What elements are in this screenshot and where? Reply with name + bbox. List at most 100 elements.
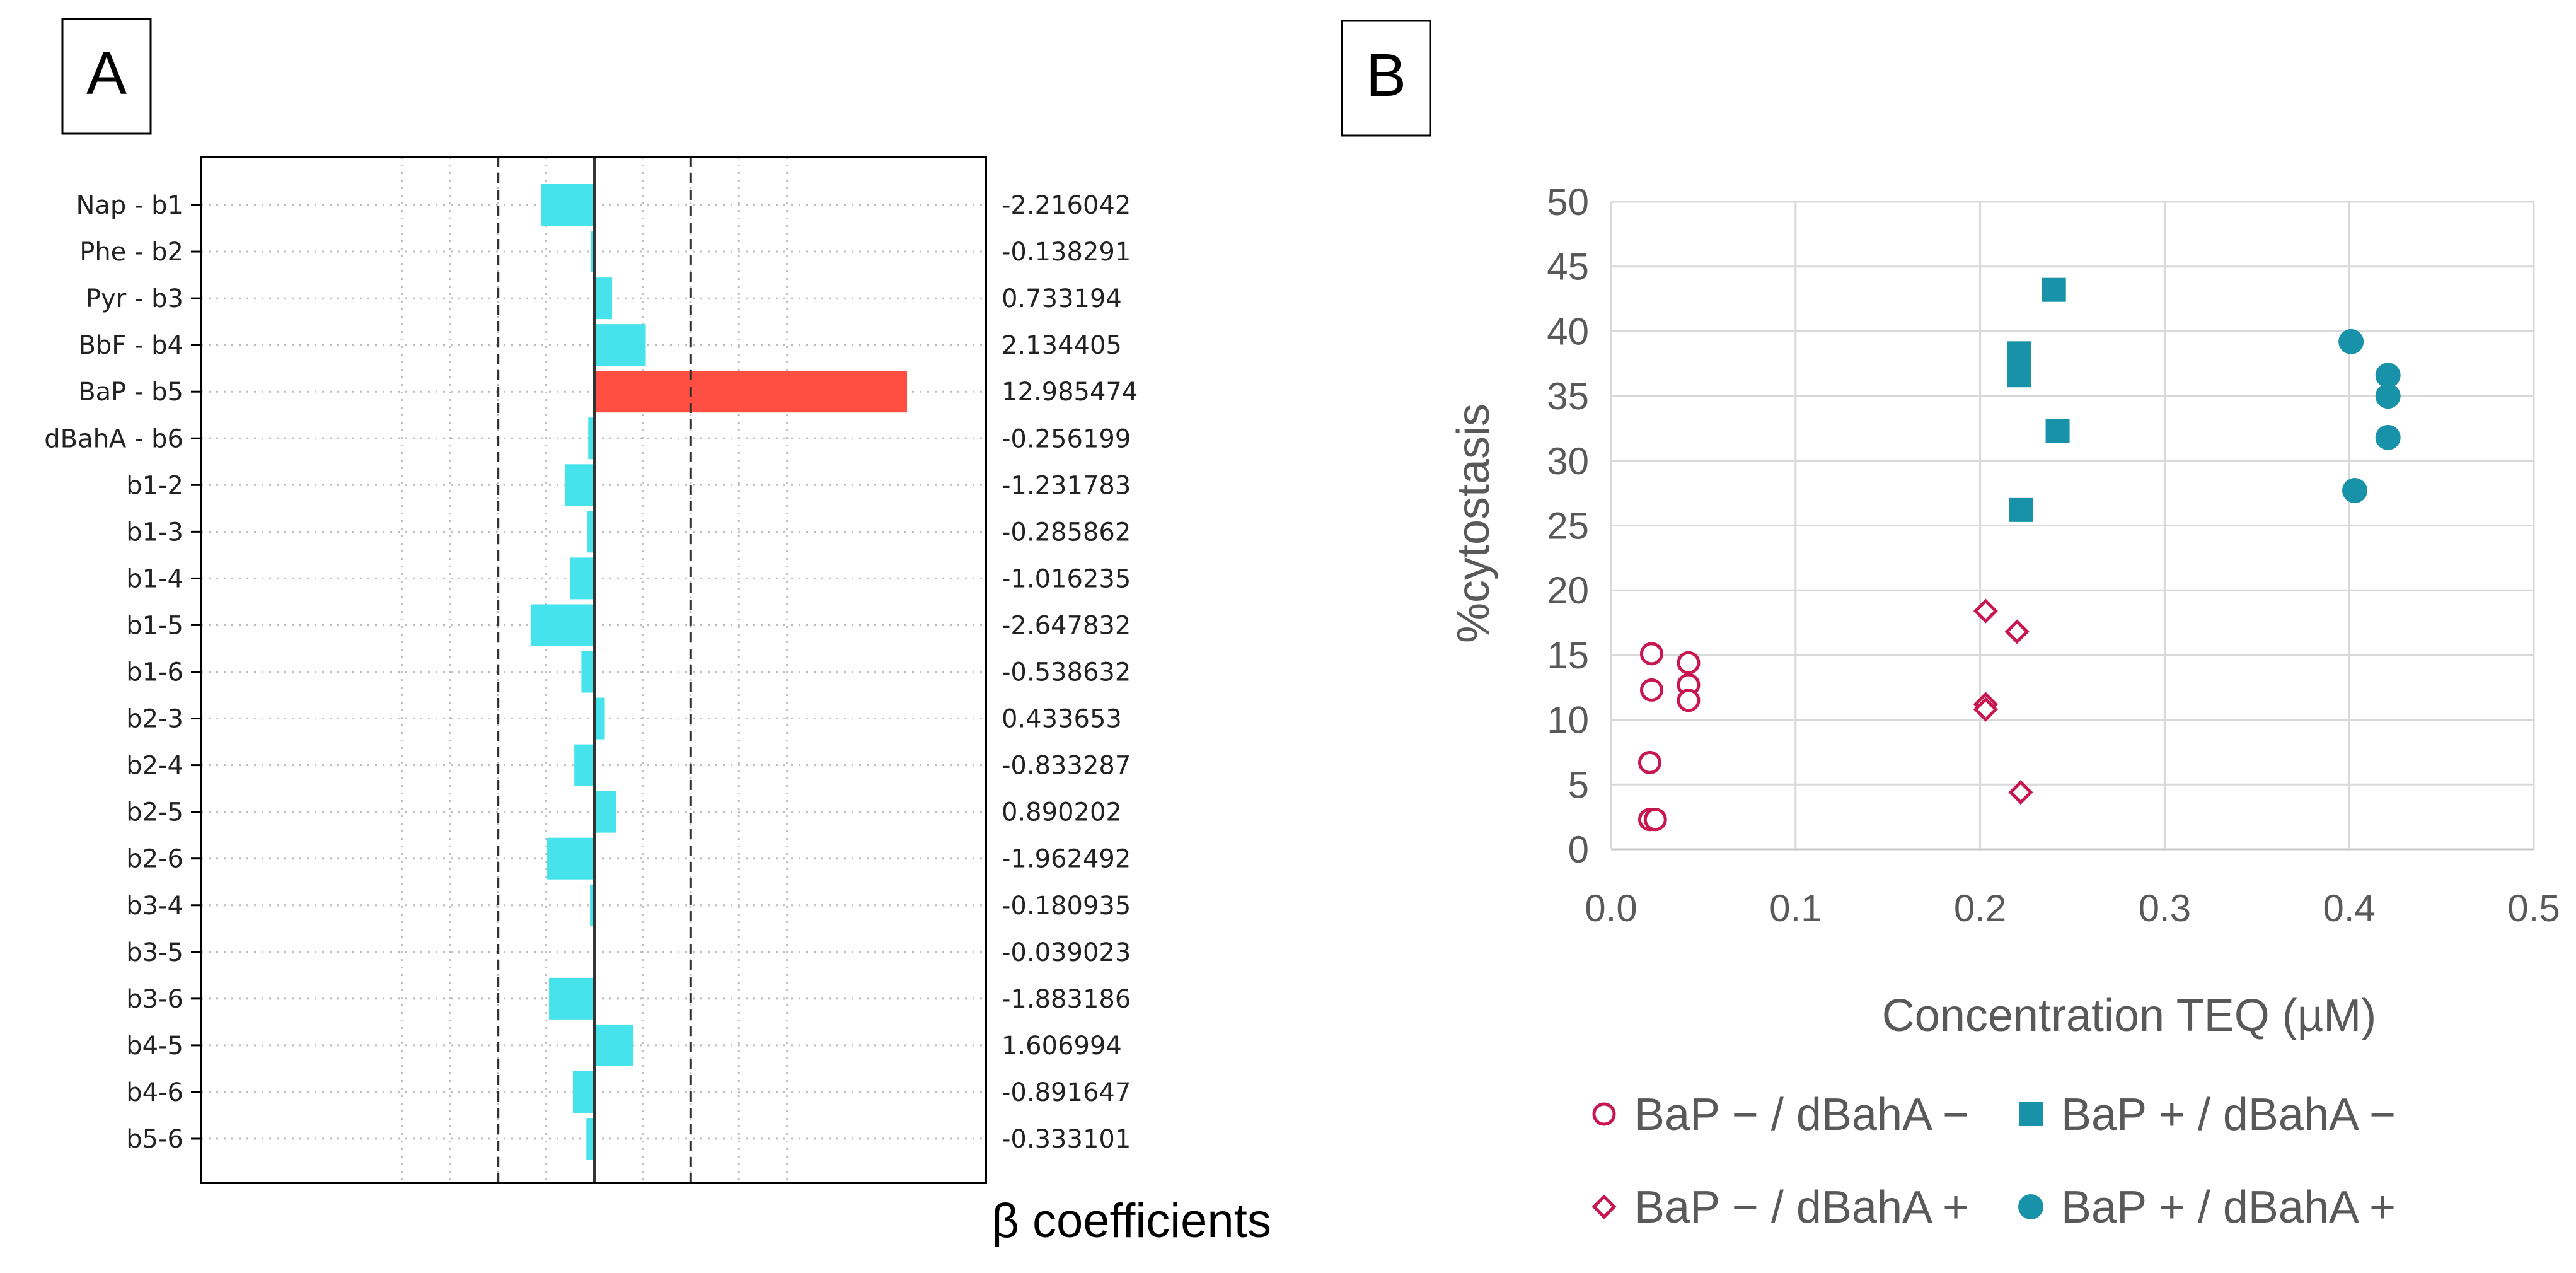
y-tick-label: 5: [1568, 764, 1589, 806]
category-label-bbf-b4: BbF - b4: [78, 331, 183, 360]
category-label-b5-6: b5-6: [126, 1125, 183, 1154]
bar-b4-6: [572, 1071, 594, 1113]
category-label-nap-b1: Nap - b1: [76, 191, 183, 220]
bar-pyr-b3: [594, 277, 613, 320]
data-point-series-4: [2375, 383, 2401, 409]
bar-bap-b5: [594, 371, 908, 413]
data-point-series-1: [1677, 651, 1701, 675]
x-tick-label: 0.4: [2323, 887, 2375, 929]
x-tick-label: 0.2: [1954, 887, 2006, 929]
value-label-b1-2: -1.231783: [1002, 471, 1131, 500]
bar-b5-6: [586, 1118, 594, 1160]
value-label-b2-3: 0.433653: [1002, 705, 1122, 734]
value-label-pyr-b3: 0.733194: [1002, 284, 1122, 313]
data-point-series-3: [1973, 598, 1998, 624]
category-label-b1-2: b1-2: [126, 471, 183, 500]
panel-b-data-points: [1637, 277, 2401, 832]
y-tick-label: 10: [1547, 699, 1589, 741]
category-label-b3-5: b3-5: [126, 938, 183, 967]
value-label-b4-6: -0.891647: [1002, 1078, 1131, 1107]
category-label-b3-4: b3-4: [126, 892, 183, 921]
category-label-b2-3: b2-3: [126, 705, 183, 734]
value-label-b2-4: -0.833287: [1002, 752, 1131, 781]
value-label-b2-5: 0.890202: [1002, 798, 1122, 827]
panel-b-gridlines: [1610, 201, 2535, 851]
value-label-b4-5: 1.606994: [1002, 1032, 1122, 1061]
panel-b-x-tick-labels: 0.0 0.1 0.2 0.3 0.4 0.5: [1585, 887, 2560, 929]
category-label-phe-b2: Phe - b2: [79, 238, 183, 267]
data-point-series-4: [2338, 328, 2364, 354]
value-label-b1-5: -2.647832: [1002, 611, 1131, 640]
data-point-series-1: [1639, 678, 1663, 702]
category-label-b1-4: b1-4: [126, 564, 183, 593]
panel-a-category-labels: Nap - b1 Phe - b2 Pyr - b3 BbF - b4 BaP - b5…: [44, 191, 201, 1154]
data-point-series-1: [1637, 750, 1661, 774]
data-point-series-3: [2004, 619, 2030, 644]
bar-b1-2: [564, 464, 594, 506]
legend-label-4: BaP + / dBahA +: [2061, 1182, 2396, 1233]
category-label-b4-5: b4-5: [126, 1032, 183, 1061]
y-tick-label: 20: [1547, 569, 1589, 612]
value-label-b3-5: -0.039023: [1002, 938, 1131, 967]
bar-b2-4: [574, 744, 594, 786]
panel-b-label: B: [1366, 42, 1406, 109]
bar-b1-5: [530, 604, 594, 646]
y-tick-label: 50: [1547, 181, 1589, 223]
x-tick-label: 0.1: [1769, 887, 1822, 929]
bar-b2-3: [594, 697, 605, 740]
legend-marker-1: [1592, 1102, 1616, 1126]
panel-a: A Nap - b1 Phe - b2 Pyr - b3 BbF - b4 BaP - …: [44, 18, 1271, 1248]
panel-a-bars: [530, 184, 908, 1160]
bar-b3-4: [590, 884, 594, 926]
legend-label-3: BaP − / dBahA +: [1634, 1182, 1969, 1233]
category-label-b2-5: b2-5: [126, 798, 183, 827]
legend-label-1: BaP − / dBahA −: [1634, 1090, 1969, 1140]
data-point-series-2: [2007, 341, 2031, 366]
panel-b-label-box: [1341, 20, 1431, 137]
bar-b1-3: [587, 511, 594, 553]
y-tick-label: 30: [1547, 440, 1589, 482]
data-point-series-4: [2375, 424, 2401, 450]
bar-b4-5: [594, 1024, 633, 1066]
category-label-bap-b5: BaP - b5: [78, 378, 183, 407]
panel-b-legend: BaP − / dBahA − BaP + / dBahA − BaP − / dB…: [1591, 1090, 2396, 1233]
y-tick-label: 15: [1547, 634, 1589, 677]
panel-a-value-labels: -2.216042 -0.138291 0.733194 2.134405 12.985…: [1002, 191, 1138, 1154]
x-tick-label: 0.5: [2507, 887, 2560, 929]
data-point-series-4: [2342, 478, 2367, 504]
value-label-b3-6: -1.883186: [1002, 985, 1131, 1014]
legend-label-2: BaP + / dBahA −: [2061, 1090, 2396, 1140]
panel-b-y-axis-title: %cytostasis: [1448, 404, 1499, 643]
category-label-b1-3: b1-3: [126, 518, 183, 547]
panel-a-x-axis-title: β coefficients: [991, 1194, 1271, 1248]
y-tick-label: 40: [1547, 310, 1589, 352]
category-label-b1-5: b1-5: [126, 611, 183, 640]
y-tick-label: 45: [1547, 246, 1589, 288]
x-tick-label: 0.3: [2139, 887, 2191, 929]
panel-a-label: A: [86, 40, 127, 107]
category-label-b3-6: b3-6: [126, 985, 183, 1014]
panel-a-label-box: [61, 18, 152, 135]
data-point-series-1: [1639, 642, 1663, 666]
category-label-pyr-b3: Pyr - b3: [86, 284, 183, 313]
x-tick-label: 0.0: [1585, 887, 1637, 929]
category-label-b2-4: b2-4: [126, 752, 183, 781]
bar-b1-4: [570, 557, 594, 600]
category-label-b2-6: b2-6: [126, 845, 183, 874]
data-point-series-2: [2045, 419, 2070, 443]
y-tick-label: 25: [1547, 505, 1589, 547]
data-point-series-3: [2008, 780, 2033, 805]
bar-phe-b2: [591, 231, 594, 273]
bar-dbaha-b6: [588, 417, 594, 460]
data-point-series-1: [1643, 808, 1667, 832]
bar-b3-6: [549, 977, 594, 1020]
value-label-bbf-b4: 2.134405: [1002, 331, 1122, 360]
value-label-b3-4: -0.180935: [1002, 892, 1131, 921]
bar-b2-5: [594, 791, 616, 833]
data-point-series-2: [2009, 497, 2033, 522]
category-label-b1-6: b1-6: [126, 658, 183, 687]
value-label-b2-6: -1.962492: [1002, 845, 1131, 874]
data-point-series-4: [2375, 363, 2401, 388]
